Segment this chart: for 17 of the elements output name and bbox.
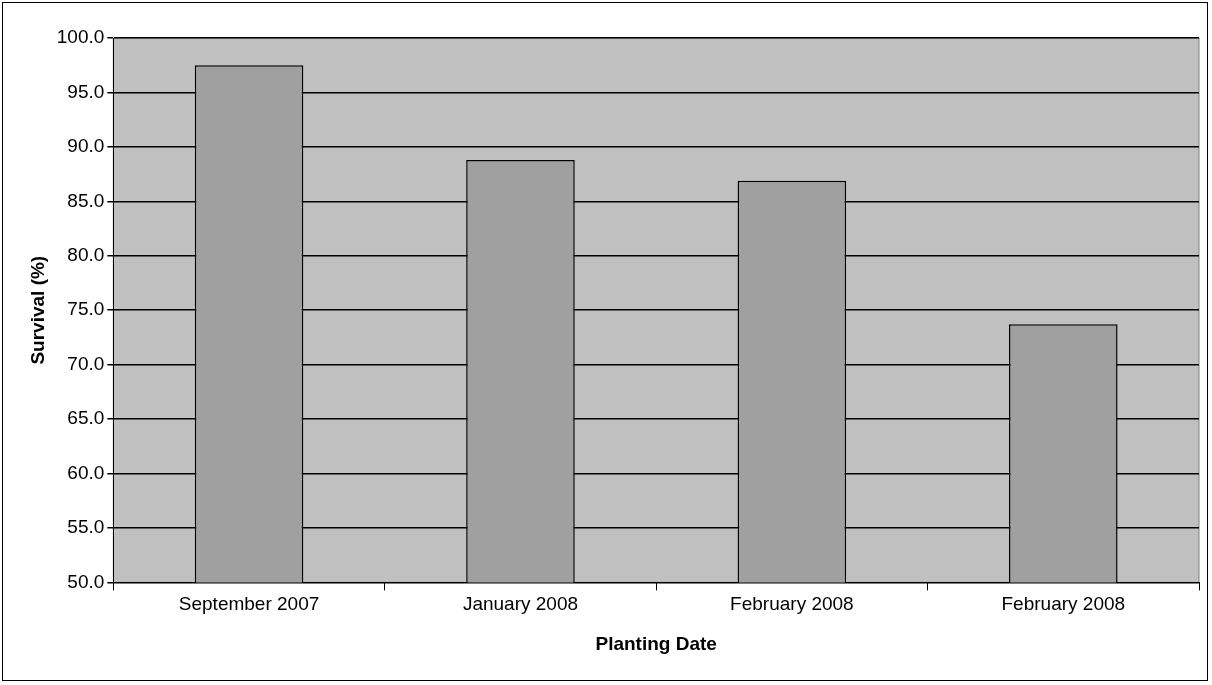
y-tick-label: 55.0 (67, 516, 105, 538)
y-tick-label: 70.0 (67, 352, 105, 374)
x-tick-label: February 2008 (730, 593, 854, 615)
x-tick-label: January 2008 (462, 593, 579, 615)
y-tick-label: 90.0 (67, 135, 105, 157)
y-tick-label: 85.0 (67, 189, 105, 211)
x-tick-label: September 2007 (178, 593, 320, 615)
y-tick-label: 75.0 (67, 298, 105, 320)
y-axis-title: Survival (%) (26, 255, 48, 365)
y-tick-label: 50.0 (67, 570, 105, 592)
x-tick-label: February 2008 (1001, 593, 1126, 615)
y-tick-label: 95.0 (67, 80, 105, 102)
y-tick-label: 60.0 (67, 461, 105, 483)
y-tick-label: 100.0 (56, 26, 105, 48)
y-tick-label: 65.0 (67, 407, 105, 429)
y-tick-label: 80.0 (67, 243, 105, 265)
x-axis-title: Planting Date (595, 632, 717, 654)
